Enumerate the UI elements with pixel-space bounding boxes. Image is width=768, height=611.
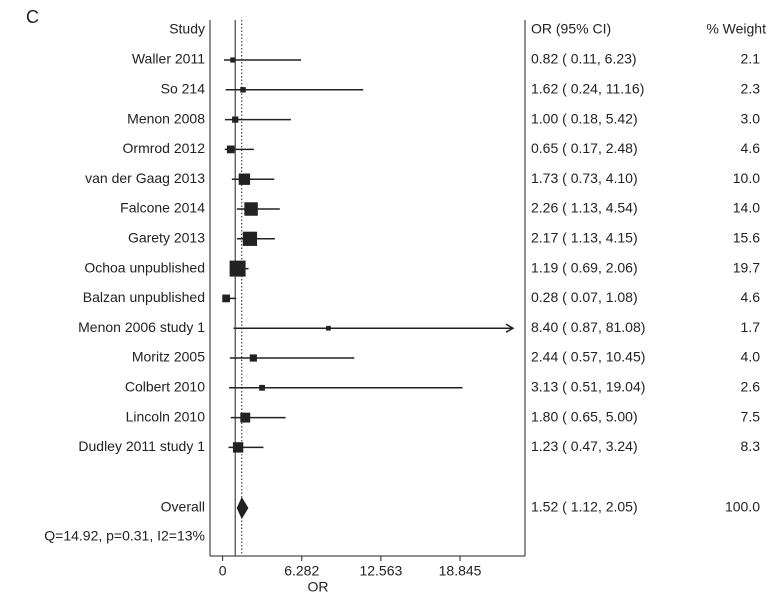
study-label: Dudley 2011 study 1	[78, 438, 205, 454]
ci-label: 8.40 ( 0.87, 81.08)	[531, 319, 645, 335]
ci-arrow	[505, 323, 515, 333]
weight-label: 2.6	[741, 379, 761, 395]
weight-label: 2.1	[741, 51, 761, 67]
study-label: Falcone 2014	[120, 200, 205, 216]
point-estimate	[240, 87, 246, 93]
point-estimate	[232, 442, 244, 453]
panel-label: C	[26, 7, 39, 27]
study-label: van der Gaag 2013	[85, 170, 205, 186]
weight-label: 7.5	[741, 408, 761, 424]
heterogeneity: Q=14.92, p=0.31, I2=13%	[44, 528, 205, 544]
study-label: Lincoln 2010	[126, 408, 206, 424]
ci-label: 1.62 ( 0.24, 11.16)	[531, 81, 644, 97]
study-header: Study	[169, 21, 205, 37]
x-tick-label: 18.845	[439, 563, 482, 579]
ci-label: 3.13 ( 0.51, 19.04)	[531, 379, 645, 395]
ci-label: 2.44 ( 0.57, 10.45)	[531, 349, 645, 365]
ci-label: 2.26 ( 1.13, 4.54)	[531, 200, 638, 216]
weight-label: 4.0	[741, 349, 761, 365]
weight-label: 3.0	[741, 110, 761, 126]
point-estimate	[226, 145, 235, 154]
weight-label: 4.6	[741, 140, 761, 156]
point-estimate	[232, 116, 239, 123]
point-estimate	[259, 384, 265, 391]
study-label: Ormrod 2012	[123, 140, 206, 156]
overall-diamond	[236, 497, 249, 519]
weight-label: 10.0	[733, 170, 760, 186]
point-estimate	[238, 173, 251, 185]
point-estimate	[242, 231, 258, 246]
x-axis-label: OR	[308, 579, 329, 595]
ci-label: 0.65 ( 0.17, 2.48)	[531, 140, 638, 156]
weight-label: 8.3	[741, 438, 761, 454]
overall-ci-label: 1.52 ( 1.12, 2.05)	[531, 499, 638, 515]
x-tick-label: 12.563	[359, 563, 402, 579]
study-label: Ochoa unpublished	[84, 259, 205, 275]
point-estimate	[244, 202, 258, 216]
weight-label: 14.0	[733, 200, 760, 216]
ci-label: 2.17 ( 1.13, 4.15)	[531, 230, 638, 246]
x-tick-label: 6.282	[284, 563, 319, 579]
point-estimate	[249, 354, 257, 362]
ci-label: 1.23 ( 0.47, 3.24)	[531, 438, 638, 454]
weight-label: 2.3	[741, 81, 761, 97]
ci-header: OR (95% CI)	[531, 21, 611, 37]
ci-label: 1.73 ( 0.73, 4.10)	[531, 170, 638, 186]
point-estimate	[240, 412, 251, 423]
ci-label: 1.00 ( 0.18, 5.42)	[531, 110, 638, 126]
point-estimate	[229, 260, 246, 277]
point-estimate	[222, 294, 230, 303]
point-estimate	[230, 57, 236, 63]
weight-label: 15.6	[733, 230, 760, 246]
weight-label: 1.7	[741, 319, 761, 335]
study-label: Moritz 2005	[132, 349, 205, 365]
study-label: Menon 2006 study 1	[78, 319, 205, 335]
study-label: Menon 2008	[127, 110, 205, 126]
ci-label: 0.82 ( 0.11, 6.23)	[531, 51, 637, 67]
study-label: Garety 2013	[128, 230, 205, 246]
weight-header: % Weight	[706, 21, 766, 37]
overall-weight-label: 100.0	[725, 499, 760, 515]
weight-label: 4.6	[741, 289, 761, 305]
x-tick-label: 0	[219, 563, 227, 579]
ci-label: 1.80 ( 0.65, 5.00)	[531, 408, 638, 424]
ci-label: 1.19 ( 0.69, 2.06)	[531, 259, 638, 275]
study-label: So 214	[161, 81, 206, 97]
study-label: Waller 2011	[132, 51, 205, 67]
point-estimate	[326, 325, 331, 331]
study-label: Colbert 2010	[125, 379, 205, 395]
study-label: Balzan unpublished	[83, 289, 205, 305]
overall-label: Overall	[161, 499, 205, 515]
weight-label: 19.7	[733, 259, 760, 275]
ci-label: 0.28 ( 0.07, 1.08)	[531, 289, 638, 305]
